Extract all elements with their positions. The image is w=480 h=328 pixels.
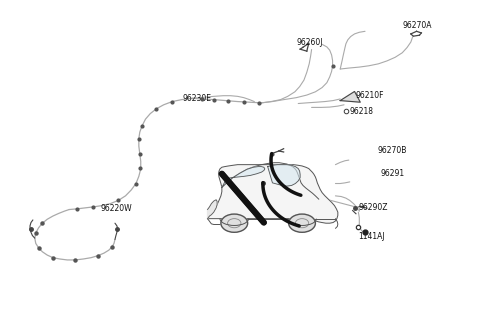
Text: 96291: 96291	[381, 169, 405, 177]
Text: 96218: 96218	[350, 108, 374, 116]
Polygon shape	[207, 200, 217, 219]
Text: 96230E: 96230E	[183, 94, 212, 103]
Text: 96290Z: 96290Z	[359, 203, 388, 213]
Circle shape	[221, 214, 248, 232]
Text: 96210F: 96210F	[356, 91, 384, 100]
Polygon shape	[207, 165, 338, 223]
Text: 1141AJ: 1141AJ	[359, 232, 385, 241]
Polygon shape	[222, 167, 265, 187]
Text: 96270A: 96270A	[402, 21, 432, 30]
Text: 96270B: 96270B	[377, 147, 407, 155]
Polygon shape	[340, 92, 360, 102]
Circle shape	[288, 214, 315, 232]
Polygon shape	[268, 165, 300, 186]
Text: 96220W: 96220W	[101, 204, 132, 214]
Text: 96260J: 96260J	[296, 38, 323, 47]
